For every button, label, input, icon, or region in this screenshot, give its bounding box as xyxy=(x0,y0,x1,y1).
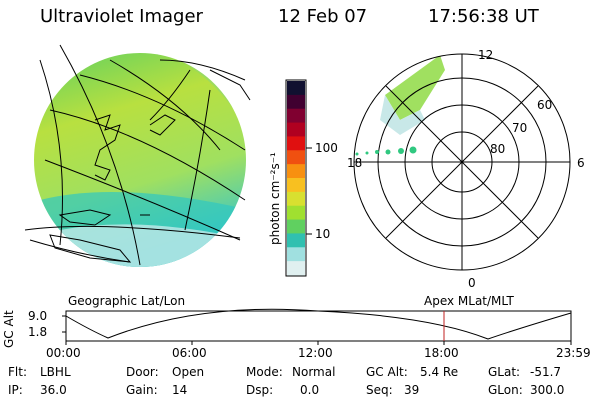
orbit-xtick-1200: 12:00 xyxy=(298,346,333,360)
mlt-label-6: 6 xyxy=(577,156,585,170)
flt-label: Flt: xyxy=(8,365,27,379)
mlt-label-12: 12 xyxy=(478,48,494,62)
geographic-image-panel xyxy=(24,44,251,267)
orbit-ytick-9: 9.0 xyxy=(28,309,48,323)
mode-value: Normal xyxy=(292,365,336,379)
colorbar-swatch xyxy=(287,233,305,248)
glon-label: GLon: xyxy=(488,383,523,397)
ip-value: 36.0 xyxy=(40,383,67,397)
lat-label-60: 60 xyxy=(537,98,553,112)
gain-value: 14 xyxy=(172,383,188,397)
door-value: Open xyxy=(172,365,205,379)
colorbar-swatch xyxy=(287,191,305,207)
mlt-label-18: 18 xyxy=(347,156,363,170)
colorbar-swatch xyxy=(287,122,305,137)
colorbar-swatch xyxy=(287,219,305,234)
glat-label: GLat: xyxy=(488,365,521,379)
colorbar xyxy=(285,79,312,277)
colorbar-swatch xyxy=(287,247,305,262)
dsp-label: Dsp: xyxy=(246,383,274,397)
orbit-ytick-1-8: 1.8 xyxy=(28,325,48,339)
colorbar-swatch xyxy=(287,94,305,110)
colorbar-swatch xyxy=(287,178,305,193)
door-label: Door: xyxy=(126,365,159,379)
coastlines xyxy=(49,69,251,263)
ip-label: IP: xyxy=(8,383,23,397)
colorbar-tick-100: 100 xyxy=(315,141,338,155)
orbit-xtick-0600: 06:00 xyxy=(172,346,207,360)
lat-label-80: 80 xyxy=(490,142,506,156)
geographic-caption: Geographic Lat/Lon xyxy=(68,294,186,308)
polar-plot xyxy=(353,53,571,271)
colorbar-swatch xyxy=(287,136,305,151)
colorbar-swatch xyxy=(287,205,305,221)
orbit-ylabel: GC Alt xyxy=(2,310,16,348)
colorbar-label: photon cm⁻²s⁻¹ xyxy=(268,152,282,245)
mlt-label-0: 0 xyxy=(468,276,476,290)
orbit-xtick-2359: 23:59 xyxy=(556,346,591,360)
time-label: 17:56:38 UT xyxy=(428,6,539,27)
geo-grid xyxy=(24,44,246,266)
glon-value: 300.0 xyxy=(530,383,565,397)
seq-label: Seq: xyxy=(366,383,393,397)
apex-caption: Apex MLat/MLT xyxy=(424,294,514,308)
gcalt-value: 5.4 Re xyxy=(420,365,459,379)
flt-value: LBHL xyxy=(40,365,71,379)
orbit-xtick-1800: 18:00 xyxy=(424,346,459,360)
lat-label-70: 70 xyxy=(512,121,528,135)
mode-label: Mode: xyxy=(246,365,283,379)
polar-dots xyxy=(355,146,417,156)
seq-value: 39 xyxy=(404,383,420,397)
date-label: 12 Feb 07 xyxy=(278,6,368,27)
orbit-plot xyxy=(62,308,572,345)
orbit-xtick-0000: 00:00 xyxy=(46,346,81,360)
altitude-curve xyxy=(65,308,572,340)
gcalt-label: GC Alt: xyxy=(366,365,408,379)
colorbar-swatch xyxy=(287,81,305,96)
colorbar-swatch xyxy=(287,108,305,124)
dsp-value: 0.0 xyxy=(300,383,320,397)
glat-value: -51.7 xyxy=(530,365,562,379)
gain-label: Gain: xyxy=(126,383,158,397)
colorbar-swatch xyxy=(287,164,305,179)
colorbar-tick-10: 10 xyxy=(315,227,331,241)
colorbar-swatch xyxy=(287,261,305,276)
instrument-title: Ultraviolet Imager xyxy=(40,6,203,27)
colorbar-swatch xyxy=(287,150,305,165)
